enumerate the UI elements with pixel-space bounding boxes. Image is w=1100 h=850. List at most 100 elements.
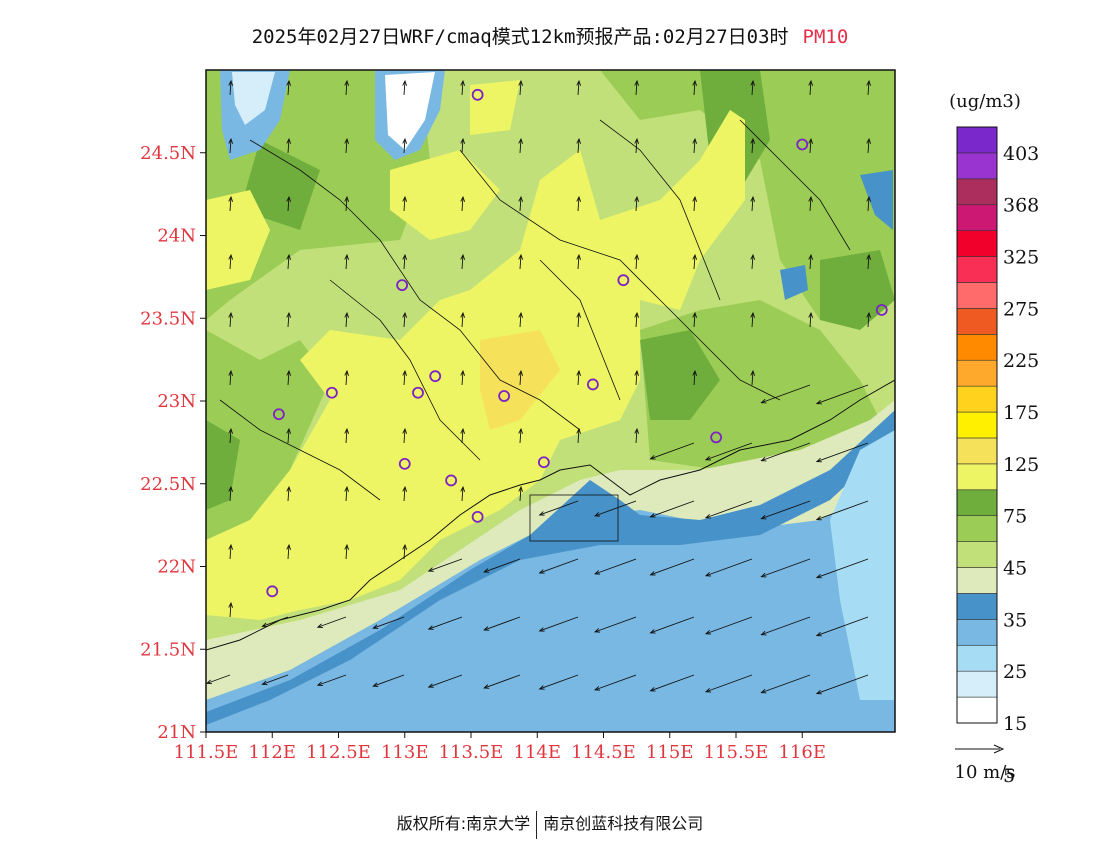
lat-tick-label: 22N — [157, 557, 196, 578]
west-green — [206, 330, 330, 540]
wind-arrow — [705, 674, 753, 693]
yellow-belt — [206, 110, 745, 620]
wind-arrowhead — [228, 601, 234, 608]
city-marker — [471, 510, 484, 523]
wind-arrow — [761, 500, 811, 520]
wind-arrowhead — [228, 369, 234, 376]
wind-arrow — [650, 500, 695, 518]
lon-tick-label: 116E — [779, 742, 827, 763]
wind-arrow — [577, 138, 580, 154]
wind-arrowhead — [402, 543, 408, 550]
wind-arrowhead — [228, 137, 234, 144]
wind-arrowhead — [692, 137, 698, 144]
wind-arrowhead — [427, 567, 434, 572]
wind-arrow — [761, 384, 811, 404]
wind-arrowhead — [815, 631, 822, 637]
wind-arrow — [816, 558, 869, 579]
wind-arrowhead — [286, 485, 292, 492]
wind-arrowhead — [866, 137, 872, 144]
wind-arrow — [751, 254, 754, 270]
colorbar-swatch — [956, 411, 998, 439]
wind-arrow — [650, 442, 695, 460]
wind-arrowhead — [372, 624, 379, 629]
lon-tick-label: 112.5E — [306, 742, 371, 763]
colorbar-swatch — [956, 178, 998, 206]
wind-arrowhead — [808, 195, 814, 202]
wind-arrow — [403, 486, 406, 502]
wind-arrow — [650, 616, 695, 634]
wind-arrowhead — [518, 79, 524, 86]
city-marker — [796, 138, 809, 151]
wind-arrow — [751, 196, 754, 212]
wind-arrow — [229, 196, 232, 212]
wind-arrowhead — [344, 485, 350, 492]
wind-arrowhead — [704, 688, 711, 693]
latitude-axis: 24.5N 24N 23.5N 23N 22.5N 22N 21.5N 21N — [140, 143, 206, 743]
coastline — [206, 379, 895, 651]
copyright-left: 版权所有:南京大学 — [396, 814, 531, 833]
wind-arrowhead — [261, 622, 268, 628]
wind-arrowhead — [808, 311, 814, 318]
wind-arrowhead — [692, 79, 698, 86]
wind-arrowhead — [576, 427, 582, 434]
wind-arrow — [403, 196, 406, 212]
wind-arrow — [577, 196, 580, 212]
wind-arrow — [705, 500, 753, 519]
footer-separator — [536, 810, 538, 839]
wind-arrowhead — [228, 485, 234, 492]
wind-arrowhead — [815, 457, 822, 463]
wind-arrowhead — [866, 253, 872, 260]
lon-tick-label: 113.5E — [439, 742, 504, 763]
city-marker — [617, 274, 630, 287]
wind-arrow — [867, 138, 870, 154]
city-marker — [396, 279, 409, 292]
wind-arrow — [809, 254, 812, 270]
wind-arrowhead — [760, 398, 767, 404]
colorbar-label: 225 — [1003, 350, 1039, 372]
wind-arrowhead — [760, 514, 767, 520]
city-marker — [537, 456, 550, 469]
wind-arrowhead — [576, 195, 582, 202]
lon-tick-label: 114.5E — [571, 742, 636, 763]
wind-arrowhead — [634, 253, 640, 260]
wind-arrowhead — [760, 572, 767, 578]
wind-arrow — [705, 558, 753, 577]
yellow-patch-west — [206, 190, 270, 290]
wind-arrowhead — [316, 623, 323, 628]
lake-low-4 — [860, 170, 893, 230]
sea-light — [830, 430, 895, 700]
wind-arrow — [287, 370, 290, 386]
wind-arrow — [577, 254, 580, 270]
wind-arrowhead — [808, 79, 814, 86]
wind-arrowhead — [286, 311, 292, 318]
wind-arrowhead — [704, 630, 711, 635]
wind-arrow — [809, 80, 812, 96]
wind-arrow — [287, 312, 290, 328]
wind-arrow — [594, 500, 637, 517]
wind-arrowhead — [483, 568, 490, 573]
wind-arrowhead — [344, 369, 350, 376]
wind-arrow — [403, 544, 406, 560]
wind-arrow — [519, 312, 522, 328]
wind-arrow — [867, 80, 870, 96]
wind-arrowhead — [316, 681, 323, 686]
wind-arrowhead — [228, 253, 234, 260]
wind-arrowhead — [286, 137, 292, 144]
north-east-green — [600, 70, 895, 320]
wind-arrow — [594, 674, 637, 691]
colorbar-swatch — [956, 204, 998, 231]
wind-arrow — [693, 254, 696, 270]
wind-arrowhead — [228, 311, 234, 318]
wind-arrow — [317, 616, 347, 628]
wind-arrow — [287, 486, 290, 502]
wind-arrowhead — [538, 685, 545, 690]
wind-arrow — [635, 80, 638, 96]
wind-arrowhead — [593, 570, 601, 575]
coastal-band — [206, 400, 895, 700]
admin-boundaries — [219, 119, 851, 501]
wind-arrowhead — [649, 513, 656, 518]
wind-arrow — [287, 80, 290, 96]
wind-arrow — [484, 616, 521, 631]
colorbar-swatch — [956, 359, 998, 387]
wind-arrowhead — [344, 137, 350, 144]
